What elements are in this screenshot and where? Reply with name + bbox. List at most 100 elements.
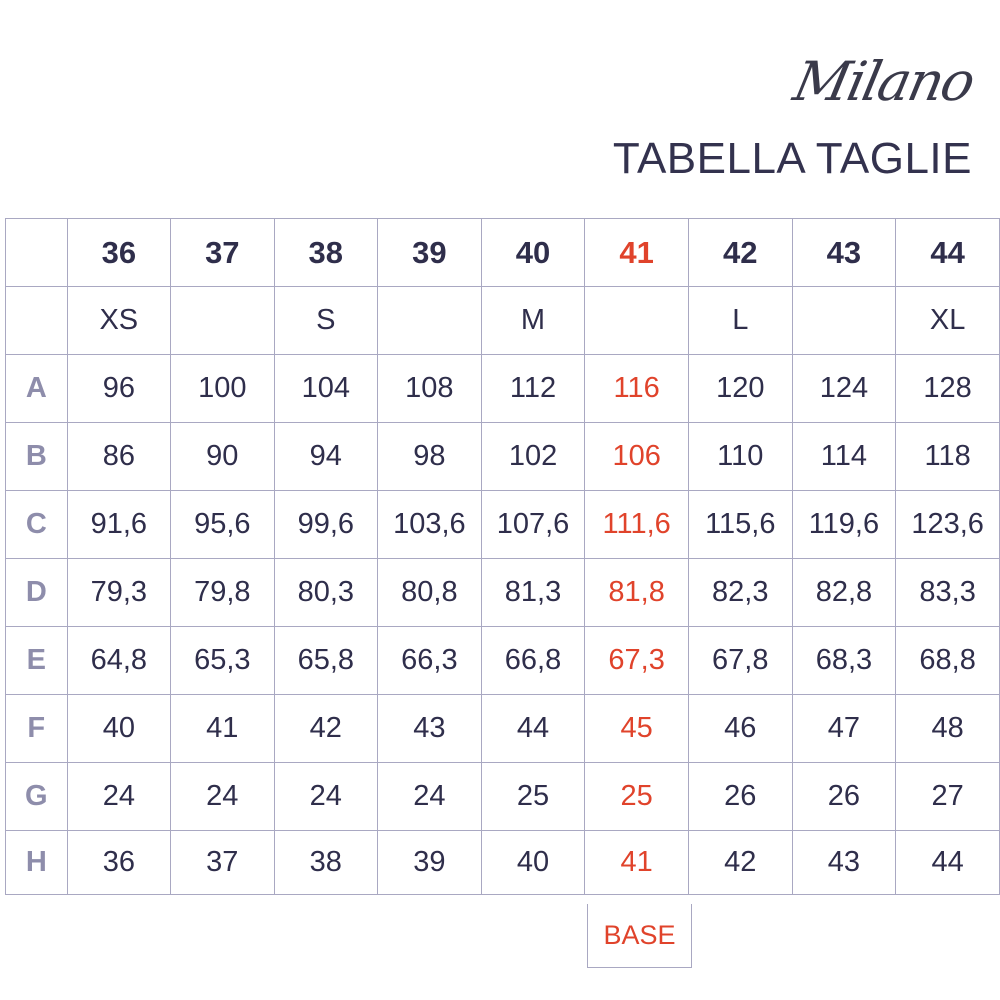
table-cell: 36 [66, 218, 172, 287]
table-cell: 44 [480, 694, 586, 763]
table-cell: 80,8 [377, 558, 482, 627]
table-cell: 42 [687, 218, 793, 287]
row-label: F [5, 694, 68, 763]
table-cell: XS [66, 286, 172, 355]
table-cell: 27 [895, 762, 1000, 831]
size-number-row: 36 37 38 39 40 41 42 43 44 [5, 218, 1000, 287]
table-cell: 94 [273, 422, 379, 491]
table-cell: 25 [584, 762, 689, 831]
table-cell: 115,6 [687, 490, 793, 559]
table-cell: 82,8 [791, 558, 897, 627]
table-cell: 37 [170, 830, 275, 895]
table-cell: 39 [377, 830, 482, 895]
table-cell: 25 [480, 762, 586, 831]
table-cell: 39 [377, 218, 482, 287]
table-cell: 107,6 [480, 490, 586, 559]
table-cell: 26 [791, 762, 897, 831]
table-cell: 40 [480, 218, 586, 287]
letter-size-row: XS S M L XL [5, 286, 1000, 355]
table-cell: 100 [170, 354, 275, 423]
table-cell: 110 [687, 422, 793, 491]
table-cell: 24 [170, 762, 275, 831]
row-label: G [5, 762, 68, 831]
measurement-row: A 96 100 104 108 112 116 120 124 128 [5, 354, 1000, 423]
table-cell: 24 [273, 762, 379, 831]
table-cell: 80,3 [273, 558, 379, 627]
table-cell: 106 [584, 422, 689, 491]
table-cell: 102 [480, 422, 586, 491]
row-label [5, 218, 68, 287]
table-cell: 65,3 [170, 626, 275, 695]
table-cell: 40 [66, 694, 172, 763]
table-cell: 119,6 [791, 490, 897, 559]
table-cell: 68,8 [895, 626, 1000, 695]
table-cell: 108 [377, 354, 482, 423]
table-cell: 38 [273, 830, 379, 895]
table-cell: 79,3 [66, 558, 172, 627]
row-label: B [5, 422, 68, 491]
table-cell: 37 [170, 218, 275, 287]
table-cell: M [480, 286, 586, 355]
row-label: E [5, 626, 68, 695]
table-cell: 41 [584, 830, 689, 895]
table-cell: 118 [895, 422, 1000, 491]
table-cell: 91,6 [66, 490, 172, 559]
measurement-row: G 24 24 24 24 25 25 26 26 27 [5, 762, 1000, 831]
table-cell: 99,6 [273, 490, 379, 559]
table-cell: 44 [895, 830, 1000, 895]
row-label: A [5, 354, 68, 423]
table-cell: 43 [791, 218, 897, 287]
base-size-label: BASE [587, 904, 692, 968]
measurement-row: C 91,6 95,6 99,6 103,6 107,6 111,6 115,6 119,6 12… [5, 490, 1000, 559]
row-label: H [5, 830, 68, 895]
table-cell: 43 [791, 830, 897, 895]
table-cell: 46 [687, 694, 793, 763]
table-cell: 47 [791, 694, 897, 763]
table-cell: 65,8 [273, 626, 379, 695]
table-cell: 123,6 [895, 490, 1000, 559]
table-cell: 114 [791, 422, 897, 491]
table-cell: L [687, 286, 793, 355]
table-cell: 67,3 [584, 626, 689, 695]
table-cell: 41 [170, 694, 275, 763]
brand-logo: Milano [787, 50, 979, 113]
table-cell: 68,3 [791, 626, 897, 695]
table-cell: 81,3 [480, 558, 586, 627]
table-cell: 41 [584, 218, 689, 287]
table-cell: 64,8 [66, 626, 172, 695]
table-cell: 36 [66, 830, 172, 895]
table-cell: XL [895, 286, 1000, 355]
table-cell: 45 [584, 694, 689, 763]
table-cell: 40 [480, 830, 586, 895]
table-cell: 67,8 [687, 626, 793, 695]
table-cell: 112 [480, 354, 586, 423]
table-cell: 43 [377, 694, 482, 763]
table-cell: S [273, 286, 379, 355]
measurement-row: F 40 41 42 43 44 45 46 47 48 [5, 694, 1000, 763]
table-cell: 98 [377, 422, 482, 491]
measurement-row: B 86 90 94 98 102 106 110 114 118 [5, 422, 1000, 491]
table-cell: 42 [687, 830, 793, 895]
table-cell: 111,6 [584, 490, 689, 559]
table-cell: 26 [687, 762, 793, 831]
measurement-row: H 36 37 38 39 40 41 42 43 44 [5, 830, 1000, 895]
table-cell [170, 286, 275, 355]
table-cell: 95,6 [170, 490, 275, 559]
measurement-row: E 64,8 65,3 65,8 66,3 66,8 67,3 67,8 68,3 68,8 [5, 626, 1000, 695]
table-cell: 79,8 [170, 558, 275, 627]
row-label: C [5, 490, 68, 559]
table-cell: 128 [895, 354, 1000, 423]
table-cell: 82,3 [687, 558, 793, 627]
table-cell: 120 [687, 354, 793, 423]
measurement-row: D 79,3 79,8 80,3 80,8 81,3 81,8 82,3 82,8 83,3 [5, 558, 1000, 627]
row-label [5, 286, 68, 355]
size-chart-table: 36 37 38 39 40 41 42 43 44 XS S M L XL A 96 100 104 108 112… [5, 218, 1000, 895]
table-cell: 90 [170, 422, 275, 491]
table-cell: 83,3 [895, 558, 1000, 627]
table-cell: 24 [66, 762, 172, 831]
row-label: D [5, 558, 68, 627]
table-cell: 42 [273, 694, 379, 763]
table-cell: 24 [377, 762, 482, 831]
table-cell: 48 [895, 694, 1000, 763]
table-cell: 124 [791, 354, 897, 423]
